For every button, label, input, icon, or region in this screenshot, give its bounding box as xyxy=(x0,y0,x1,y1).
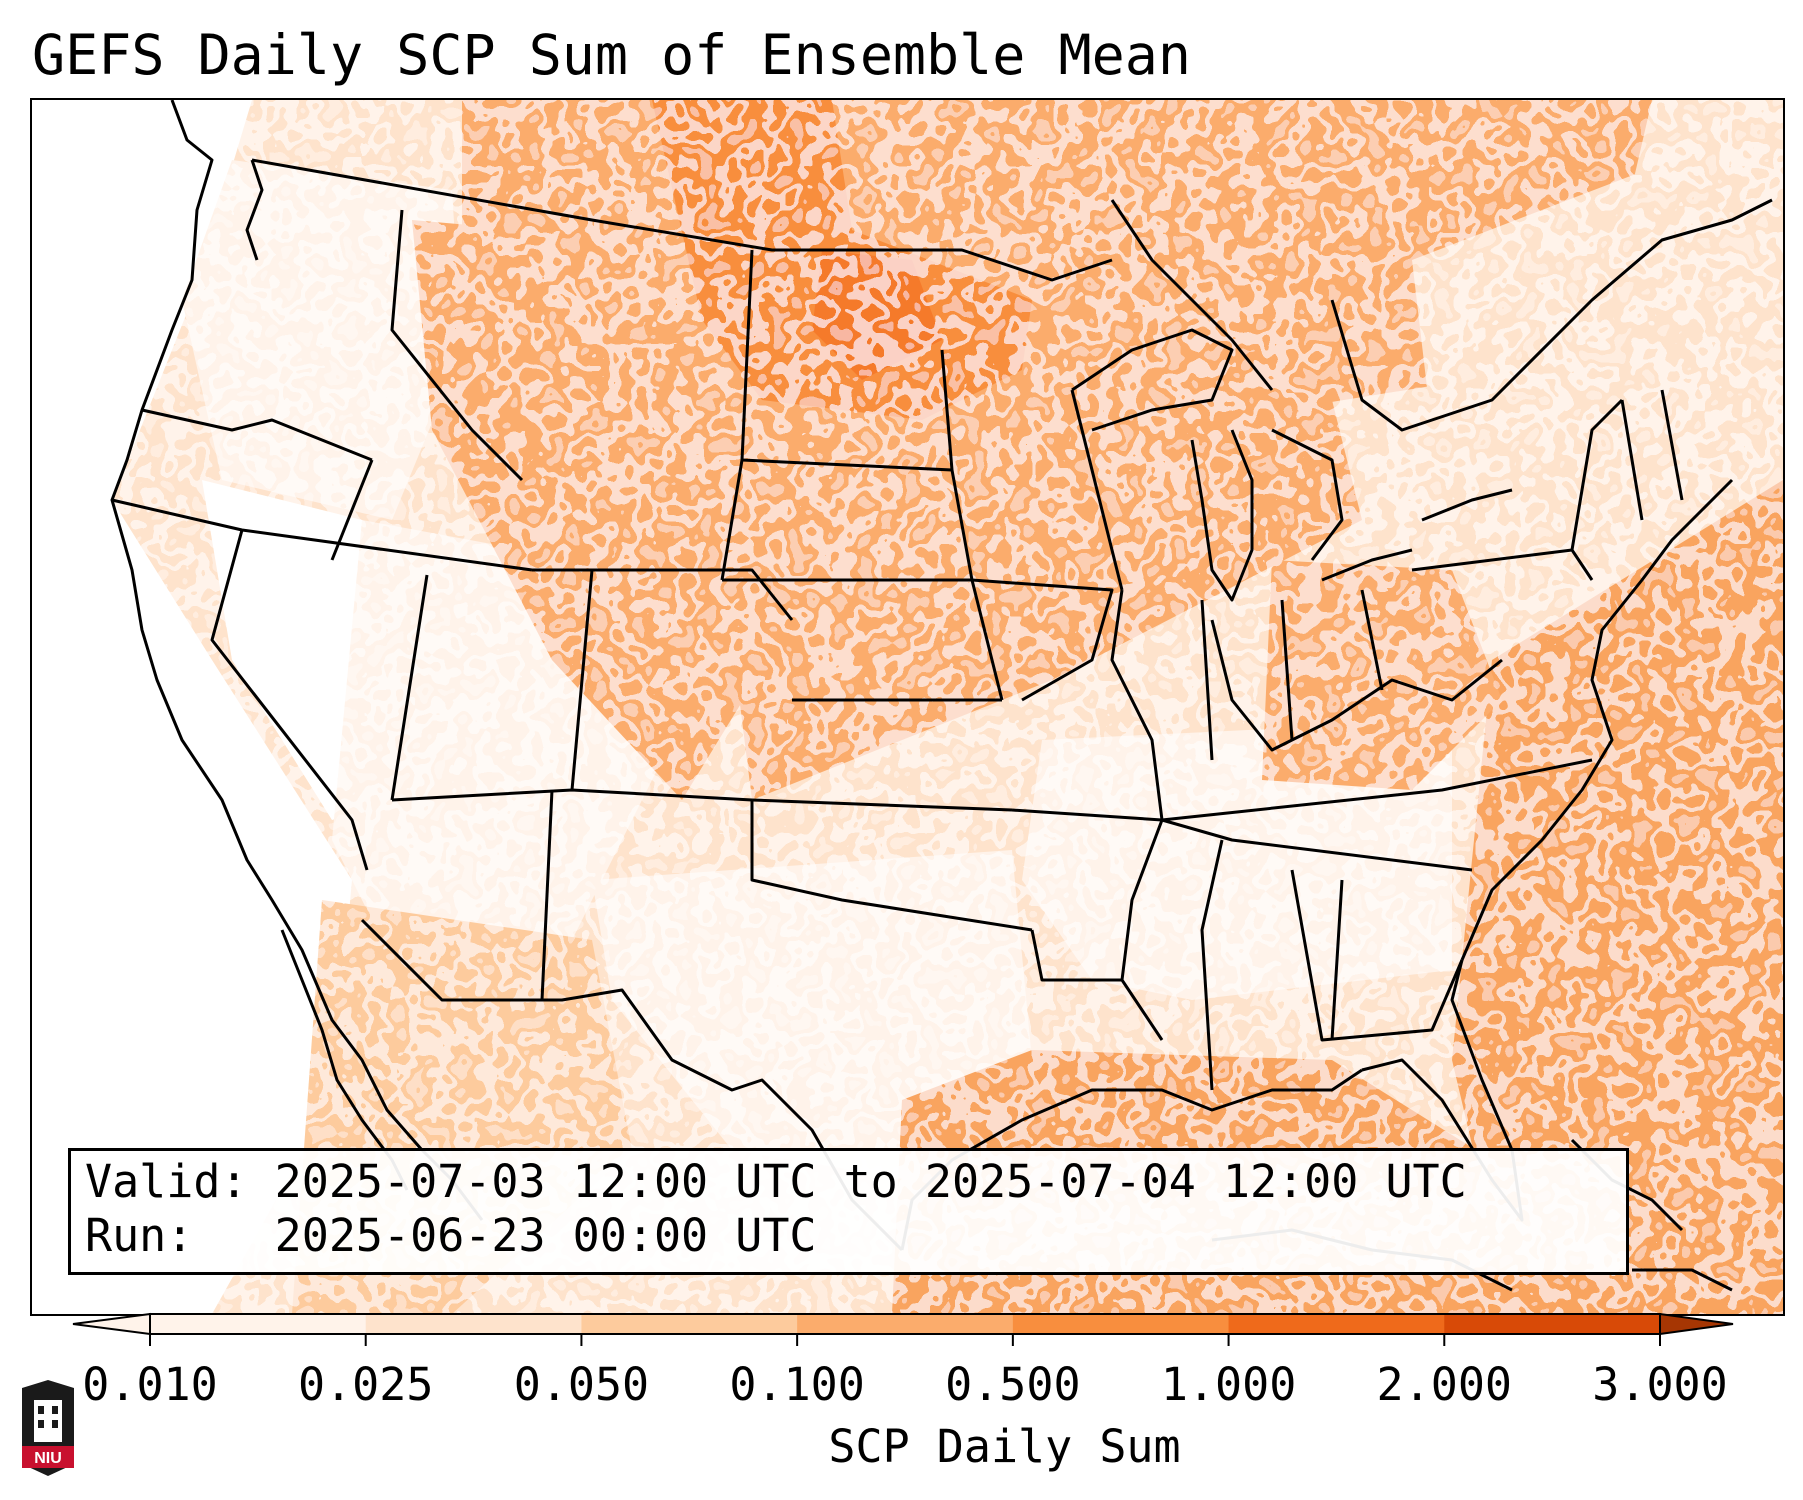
four-corners-row xyxy=(391,788,753,802)
id-mt-wy-border xyxy=(390,209,524,482)
colorbar-tick-label: 0.025 xyxy=(297,1358,434,1411)
colorbar-max-extension xyxy=(1659,1312,1734,1336)
colorbar-segment xyxy=(1012,1314,1230,1334)
canada-us-border xyxy=(251,158,1113,282)
field-appalachian-mid xyxy=(1262,560,1502,790)
colorbar xyxy=(72,1312,1734,1346)
run-line: Run: 2025-06-23 00:00 UTC xyxy=(85,1209,1612,1263)
colorbar-outline xyxy=(149,1313,1661,1335)
boundaries xyxy=(110,100,1773,1292)
run-time: 2025-06-23 00:00 UTC xyxy=(274,1209,817,1262)
valid-range: 2025-07-03 12:00 UTC to 2025-07-04 12:00… xyxy=(274,1155,1467,1208)
colorbar-segment xyxy=(365,1314,582,1334)
southeast-borders xyxy=(1161,818,1473,1091)
lakes-erie-ontario xyxy=(1321,488,1513,582)
il-in-oh-borders xyxy=(1200,589,1384,761)
colorbar-tickmarks xyxy=(149,1334,1661,1346)
niu-logo: NIU xyxy=(22,1380,74,1476)
colorbar-tick-label: 0.010 xyxy=(82,1358,218,1411)
mn-wi-border xyxy=(1070,389,1124,591)
ks-ok-border xyxy=(751,798,1013,812)
lake-huron xyxy=(1271,428,1344,561)
colorbar-segments xyxy=(150,1314,1661,1334)
great-lakes-superior xyxy=(1071,328,1234,432)
ca-nv-border xyxy=(210,529,369,871)
colorbar-tick-label: 1.000 xyxy=(1160,1358,1297,1411)
hispaniola xyxy=(1632,1268,1733,1292)
nv-ut-border xyxy=(390,574,429,801)
colorbar-tick-label: 3.000 xyxy=(1592,1358,1728,1411)
field-atlantic xyxy=(1452,480,1783,1314)
ny-new-england xyxy=(1570,389,1684,551)
dakotas-mn-border xyxy=(940,349,1004,701)
colorbar-tick-label: 0.500 xyxy=(945,1358,1081,1411)
ut-co-border xyxy=(570,569,594,791)
logo-banner xyxy=(22,1446,74,1468)
ar-la-border xyxy=(1030,929,1122,982)
valid-line: Valid: 2025-07-03 12:00 UTC to 2025-07-0… xyxy=(85,1155,1612,1209)
scp-field xyxy=(32,100,1783,1314)
ohio-valley xyxy=(1210,619,1503,752)
east-coast xyxy=(1460,478,1734,961)
lake-michigan xyxy=(1190,429,1254,602)
canada-east xyxy=(1330,198,1773,432)
colorbar-tick-label: 2.000 xyxy=(1376,1358,1513,1411)
ok-tx-border xyxy=(750,800,1033,932)
ia-mo-border xyxy=(971,578,1114,702)
colorbar-segment xyxy=(1228,1314,1445,1334)
field-west-coast-low xyxy=(32,100,352,1314)
logo-text: NIU xyxy=(34,1450,62,1467)
colorbar-segment xyxy=(797,1314,1014,1334)
tn-ky-border xyxy=(1161,758,1593,822)
coastline-pacific xyxy=(110,100,484,1221)
colorbar-label: SCP Daily Sum xyxy=(828,1420,1181,1473)
wa-or-border xyxy=(141,408,373,462)
validity-info-box: Valid: 2025-07-03 12:00 UTC to 2025-07-0… xyxy=(68,1148,1629,1275)
field-northwest-light xyxy=(182,160,462,520)
az-nm-border xyxy=(540,789,554,1001)
colorbar-tick-label: 0.100 xyxy=(729,1358,865,1411)
valid-label: Valid: xyxy=(85,1155,248,1208)
nd-sd-border xyxy=(741,458,953,472)
scp-map xyxy=(32,100,1783,1314)
colorbar-segment xyxy=(1444,1314,1661,1334)
puget-sound xyxy=(245,159,264,261)
colorbar-tick-label: 0.050 xyxy=(513,1358,650,1411)
mo-ar-border xyxy=(1011,808,1163,822)
run-label: Run: xyxy=(85,1209,194,1262)
co-ks-border xyxy=(532,568,794,621)
colorbar-segment xyxy=(581,1314,798,1334)
or-id-border xyxy=(330,459,374,561)
hudson-bay-edge xyxy=(1110,199,1274,391)
field-rockies-mid xyxy=(412,220,792,800)
colorbar-min-extension xyxy=(72,1312,151,1336)
field-ne-light xyxy=(1412,160,1783,660)
map-title: GEFS Daily SCP Sum of Ensemble Mean xyxy=(32,23,1191,87)
field-nd-core xyxy=(812,250,942,380)
colorbar-segment xyxy=(150,1314,367,1334)
map-panel xyxy=(30,98,1785,1316)
